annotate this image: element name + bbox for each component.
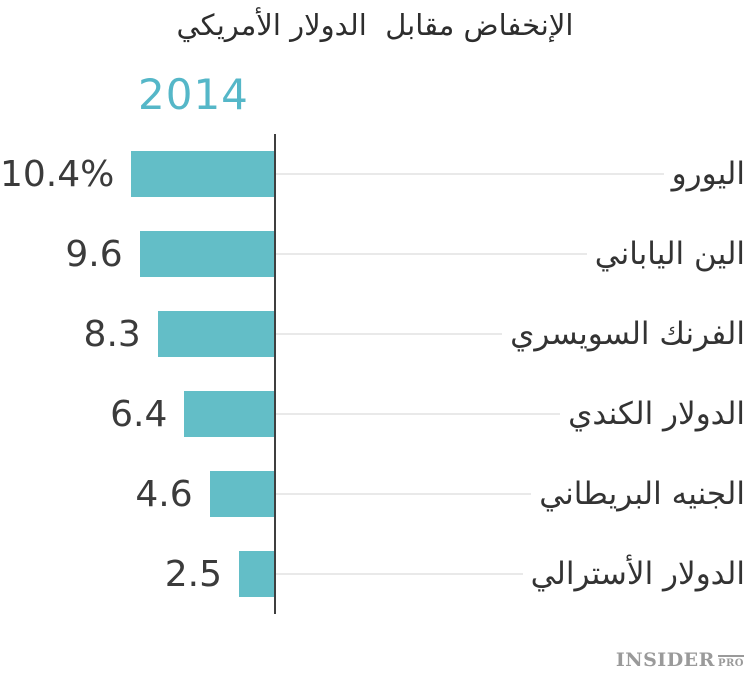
chart-row: 9.6 الين الياباني <box>0 214 750 294</box>
label-zone: الجنيه البريطاني <box>276 476 750 512</box>
chart-title: الإنخفاض مقابل الدولار الأمريكي <box>176 8 574 42</box>
bar-zone: 10.4% <box>0 151 274 197</box>
label-zone: الين الياباني <box>276 236 750 272</box>
bar <box>131 151 274 197</box>
gridline <box>276 333 503 335</box>
chart-row: 6.4 الدولار الكندي <box>0 374 750 454</box>
bar <box>139 231 274 277</box>
chart-row: 8.3 الفرنك السويسري <box>0 294 750 374</box>
chart-row: 2.5 الدولار الأسترالي <box>0 534 750 614</box>
year-label: 2014 <box>138 70 249 119</box>
chart-row: 4.6 الجنيه البريطاني <box>0 454 750 534</box>
gridline <box>276 253 587 255</box>
bar <box>157 311 274 357</box>
label-zone: اليورو <box>276 156 750 192</box>
bar-value-label: 10.4% <box>0 153 115 195</box>
bar <box>184 391 274 437</box>
bar-zone: 9.6 <box>0 231 274 277</box>
chart-row: 10.4% اليورو <box>0 134 750 214</box>
bar-value-label: 8.3 <box>83 313 141 355</box>
gridline <box>276 413 561 415</box>
chart-rows: 10.4% اليورو 9.6 الين الياباني 8.3 <box>0 134 750 614</box>
category-label: الدولار الأسترالي <box>530 556 745 592</box>
bar-value-label: 6.4 <box>110 393 168 435</box>
label-zone: الفرنك السويسري <box>276 316 750 352</box>
label-zone: الدولار الأسترالي <box>276 556 750 592</box>
bar-zone: 2.5 <box>0 551 274 597</box>
category-label: الدولار الكندي <box>568 396 745 432</box>
label-zone: الدولار الكندي <box>276 396 750 432</box>
gridline <box>276 173 664 175</box>
bar <box>239 551 274 597</box>
category-label: الفرنك السويسري <box>510 316 745 352</box>
bar-chart: 10.4% اليورو 9.6 الين الياباني 8.3 <box>0 134 750 614</box>
bar-zone: 8.3 <box>0 311 274 357</box>
gridline <box>276 493 532 495</box>
insider-pro-logo: INSIDER PRO <box>616 651 744 670</box>
bar-value-label: 2.5 <box>164 553 222 595</box>
category-label: اليورو <box>671 156 745 192</box>
gridline <box>276 573 523 575</box>
logo-text: INSIDER <box>615 649 715 671</box>
category-label: الجنيه البريطاني <box>539 476 745 512</box>
bar-value-label: 9.6 <box>65 233 123 275</box>
baseline-axis <box>274 134 276 614</box>
bar <box>209 471 274 517</box>
logo-suffix: PRO <box>717 655 744 669</box>
category-label: الين الياباني <box>594 236 745 272</box>
bar-zone: 4.6 <box>0 471 274 517</box>
bar-value-label: 4.6 <box>135 473 193 515</box>
bar-zone: 6.4 <box>0 391 274 437</box>
